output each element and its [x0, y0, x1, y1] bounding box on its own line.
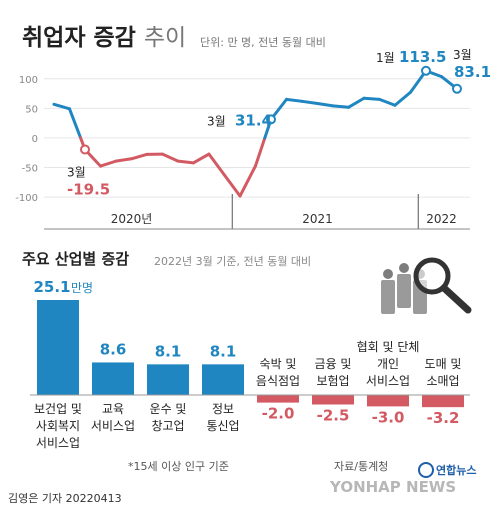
annotation-marker	[266, 114, 276, 125]
bar-negative	[422, 395, 464, 408]
y-tick-label: -50	[22, 164, 38, 175]
series-line-segment	[362, 96, 381, 101]
bar-category-label: 개인	[377, 357, 399, 371]
bar-category-label: 창고업	[151, 419, 184, 433]
series-line-segment	[99, 159, 118, 168]
bar-positive	[202, 364, 244, 395]
bar-value-label: -2.5	[317, 407, 350, 425]
bar-category-label: 음식점업	[256, 374, 300, 388]
bar-positive	[37, 300, 79, 395]
series-line-segment	[347, 96, 366, 109]
section2-note: 2022년 3월 기준, 전년 동월 대비	[154, 255, 312, 268]
bar-category-label: 금융 및	[315, 357, 352, 371]
bar-category-label: 보험업	[316, 374, 349, 388]
magnifier-handle-icon	[440, 284, 472, 314]
series-line-segment	[378, 97, 397, 107]
series-line-segment	[316, 102, 335, 108]
watermark: YONHAP NEWS	[329, 478, 456, 496]
series-line-segment	[114, 157, 133, 163]
bar-category-label: 통신업	[206, 419, 239, 433]
series-line-segment	[192, 152, 211, 165]
annotation-month: 1월	[376, 51, 395, 65]
y-tick-label: -100	[15, 193, 38, 204]
bar-positive	[92, 362, 134, 395]
annotation-value: 31.4	[235, 111, 272, 129]
y-tick-label: 0	[32, 134, 38, 145]
series-line-segment	[207, 152, 226, 177]
bar-category-label: 운수 및	[150, 402, 187, 416]
series-line-segment	[68, 107, 83, 140]
footnote: *15세 이상 인구 기준	[128, 460, 229, 473]
series-line-segment	[52, 102, 71, 111]
bar-value-label: 25.1	[33, 278, 70, 296]
annotation-month: 3월	[67, 165, 86, 179]
year-label: 2020년	[111, 212, 153, 226]
bar-category-label: 보건업 및	[34, 402, 82, 416]
bar-positive	[147, 364, 189, 395]
series-line-segment	[254, 136, 267, 168]
yonhap-logo: 연합뉴스 YONHAP NEWS	[329, 462, 476, 496]
annotation-marker	[80, 144, 90, 155]
series-line-segment	[285, 97, 304, 103]
bar-negative	[312, 395, 354, 405]
year-label: 2021	[302, 212, 333, 226]
series-line-segment	[300, 99, 319, 106]
bar-value-label: -3.0	[372, 408, 405, 426]
y-tick-label: 50	[25, 104, 38, 115]
annotation-marker	[452, 83, 462, 94]
annotation-value: -19.5	[67, 180, 110, 198]
title-light: 추이	[143, 25, 187, 51]
annotation-value: 113.5	[399, 48, 446, 66]
series-line-segment	[223, 173, 242, 198]
logo-text: 연합뉴스	[436, 463, 476, 477]
magnifier-lens-icon	[413, 257, 451, 295]
bar-category-label: 서비스업	[366, 374, 410, 388]
bar-value-label: -2.0	[262, 405, 295, 423]
series-line-segment	[331, 104, 350, 109]
series-line-segment	[238, 164, 257, 198]
bar-category-label: 서비스업	[91, 419, 135, 433]
bar-value-label: 8.1	[210, 342, 237, 360]
bar-category-label: 소매업	[426, 374, 459, 388]
byline: 김영은 기자 20220413	[8, 492, 122, 505]
bar-value-label: -3.2	[427, 409, 460, 427]
annotation-marker	[421, 65, 431, 76]
bar-category-label: 정보	[212, 402, 234, 416]
bar-value-unit: 만명	[71, 281, 93, 295]
source: 자료/통계청	[334, 460, 389, 473]
annotation-month: 3월	[207, 114, 226, 128]
logo-circle-icon	[418, 462, 434, 478]
bar-category-label: 교육	[102, 402, 124, 416]
annotation-month: 3월	[453, 48, 472, 62]
series-line-segment	[176, 159, 195, 165]
title: 취업자 증감 추이	[22, 18, 186, 52]
bar-value-label: 8.1	[155, 342, 182, 360]
person-body-icon	[381, 280, 395, 314]
title-bold: 취업자 증감	[22, 25, 136, 51]
y-tick-label: 100	[19, 75, 38, 86]
annotation-value: 83.1	[454, 63, 491, 81]
year-label: 2022	[426, 212, 457, 226]
people-magnifier-icon	[381, 257, 472, 314]
person-head-icon	[399, 263, 409, 273]
series-line-segment	[393, 90, 412, 107]
bar-category-label: 협회 및 단체	[357, 340, 420, 354]
person-body-icon	[397, 274, 411, 308]
unit-note: 단위: 만 명, 전년 동월 대비	[200, 36, 326, 49]
series-line-segment	[161, 152, 180, 163]
series-line-segment	[130, 152, 149, 161]
section2-title: 주요 산업별 증감	[22, 250, 130, 268]
bar-category-label: 사회복지	[36, 419, 80, 433]
person-head-icon	[383, 269, 393, 279]
bar-category-label: 숙박 및	[260, 357, 297, 371]
bar-category-label: 서비스업	[36, 436, 80, 450]
bar-value-label: 8.6	[100, 340, 127, 358]
bar-negative	[257, 395, 299, 403]
bar-category-label: 도매 및	[425, 357, 462, 371]
bar-negative	[367, 395, 409, 407]
